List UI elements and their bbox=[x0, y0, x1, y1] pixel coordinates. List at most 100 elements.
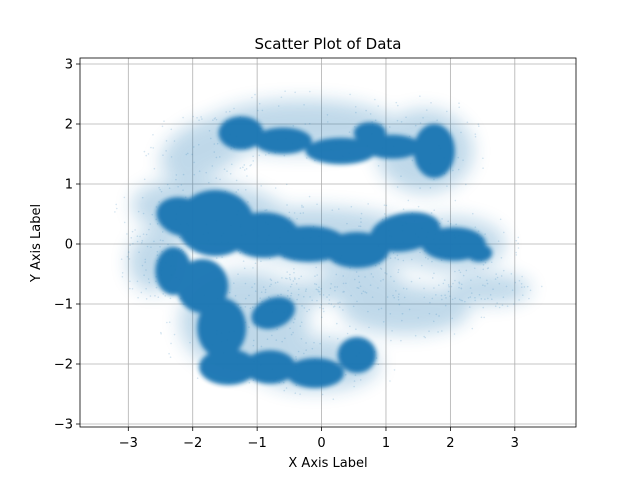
scatter-point bbox=[303, 352, 305, 355]
scatter-point bbox=[397, 271, 400, 274]
scatter-point bbox=[274, 378, 277, 381]
scatter-point bbox=[517, 236, 520, 239]
scatter-point bbox=[280, 293, 282, 296]
scatter-point bbox=[401, 319, 403, 322]
scatter-point bbox=[178, 248, 180, 250]
scatter-point bbox=[162, 239, 164, 242]
scatter-point bbox=[489, 294, 492, 296]
scatter-point bbox=[371, 121, 373, 123]
scatter-point bbox=[152, 147, 155, 149]
scatter-point bbox=[371, 296, 374, 298]
x-tick-label: −3 bbox=[119, 436, 138, 451]
scatter-point bbox=[284, 90, 286, 92]
scatter-point bbox=[237, 189, 240, 191]
scatter-point bbox=[170, 228, 173, 230]
scatter-point bbox=[429, 187, 432, 189]
scatter-point bbox=[350, 342, 353, 345]
scatter-point bbox=[242, 166, 244, 169]
scatter-point bbox=[397, 268, 400, 271]
scatter-point bbox=[138, 251, 140, 254]
scatter-point bbox=[417, 317, 420, 319]
scatter-point bbox=[296, 298, 298, 301]
scatter-point bbox=[368, 360, 371, 362]
scatter-point bbox=[357, 275, 360, 278]
scatter-point bbox=[207, 181, 210, 184]
scatter-point bbox=[288, 277, 291, 279]
scatter-point bbox=[308, 122, 311, 125]
scatter-point bbox=[247, 201, 249, 203]
scatter-point bbox=[439, 147, 442, 150]
scatter-point bbox=[423, 296, 426, 299]
y-tick-label: 0 bbox=[65, 238, 73, 253]
scatter-point bbox=[236, 213, 238, 216]
scatter-point bbox=[484, 298, 486, 300]
scatter-point bbox=[423, 287, 425, 290]
scatter-point bbox=[214, 243, 216, 245]
scatter-point bbox=[220, 332, 223, 334]
scatter-point bbox=[233, 282, 235, 285]
scatter-point bbox=[335, 273, 338, 276]
scatter-point bbox=[492, 288, 494, 290]
scatter-point bbox=[129, 280, 131, 283]
scatter-point bbox=[443, 172, 446, 175]
scatter-point bbox=[249, 307, 252, 310]
scatter-point bbox=[314, 275, 316, 278]
scatter-point bbox=[207, 232, 209, 234]
scatter-point bbox=[198, 282, 201, 285]
scatter-point bbox=[318, 235, 320, 238]
scatter-point bbox=[410, 280, 413, 283]
scatter-point bbox=[316, 299, 318, 302]
scatter-point bbox=[295, 369, 298, 372]
scatter-point bbox=[258, 102, 261, 105]
scatter-point bbox=[152, 133, 154, 136]
scatter-point bbox=[171, 254, 173, 256]
scatter-point bbox=[454, 297, 456, 300]
scatter-point bbox=[309, 296, 311, 298]
scatter-point bbox=[484, 261, 487, 264]
scatter-point bbox=[364, 291, 366, 293]
outlier-points bbox=[114, 90, 543, 400]
scatter-point bbox=[280, 96, 283, 99]
scatter-point bbox=[246, 175, 248, 177]
scatter-point bbox=[515, 254, 518, 256]
scatter-point bbox=[175, 218, 177, 220]
scatter-point bbox=[424, 336, 427, 339]
scatter-point bbox=[458, 243, 460, 245]
scatter-point bbox=[149, 295, 152, 297]
scatter-point bbox=[285, 277, 287, 280]
scatter-point bbox=[294, 318, 296, 320]
scatter-point bbox=[381, 147, 384, 149]
scatter-point bbox=[286, 204, 288, 206]
scatter-point bbox=[421, 264, 423, 267]
scatter-point bbox=[198, 119, 200, 122]
scatter-point bbox=[453, 234, 456, 237]
scatter-point bbox=[469, 287, 472, 289]
scatter-point bbox=[287, 311, 289, 313]
scatter-point bbox=[326, 121, 329, 123]
scatter-point bbox=[131, 230, 134, 233]
scatter-point bbox=[314, 159, 316, 162]
scatter-point bbox=[219, 178, 221, 181]
scatter-point bbox=[163, 222, 165, 225]
scatter-point bbox=[458, 234, 460, 237]
scatter-point bbox=[358, 225, 360, 227]
scatter-point bbox=[510, 273, 513, 275]
scatter-point bbox=[384, 272, 386, 274]
scatter-point bbox=[229, 370, 232, 373]
scatter-point bbox=[299, 325, 302, 327]
scatter-point bbox=[382, 321, 385, 323]
scatter-point bbox=[317, 288, 319, 291]
scatter-point bbox=[418, 140, 421, 142]
scatter-point bbox=[262, 130, 264, 133]
x-tick-label: 0 bbox=[317, 436, 325, 451]
scatter-point bbox=[454, 199, 457, 202]
scatter-point bbox=[427, 258, 429, 260]
scatter-point bbox=[358, 352, 360, 354]
scatter-point bbox=[303, 307, 306, 309]
scatter-point bbox=[129, 244, 131, 246]
scatter-point bbox=[283, 227, 286, 229]
scatter-point bbox=[342, 291, 344, 293]
scatter-point bbox=[342, 155, 344, 158]
scatter-point bbox=[222, 232, 225, 235]
scatter-point bbox=[288, 217, 291, 219]
